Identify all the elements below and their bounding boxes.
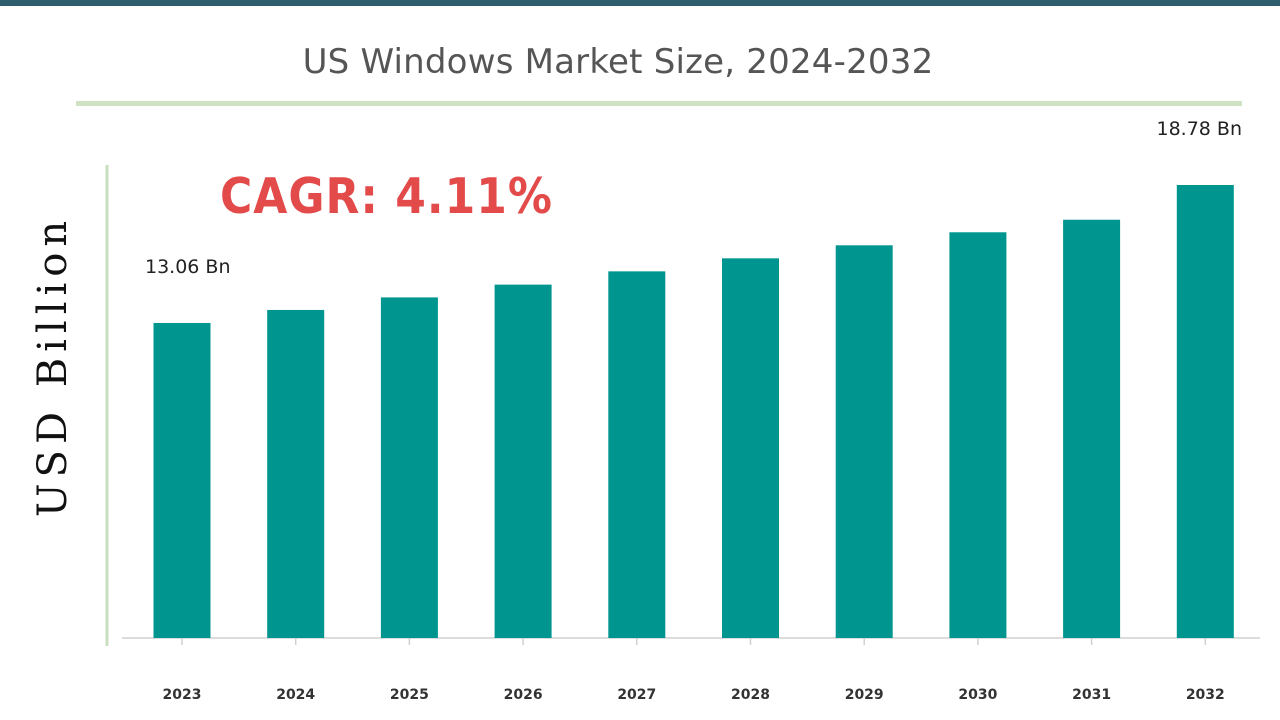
x-tick-label: 2032 [1186,687,1225,703]
bar-2029 [835,245,893,638]
x-tick-label: 2023 [163,687,202,703]
data-labels: 13.06 Bn 18.78 Bn [145,118,1242,278]
x-tick-label: 2028 [731,687,770,703]
bar-2027 [608,271,666,638]
chart-title: US Windows Market Size, 2024-2032 [302,42,934,82]
x-tick-label: 2031 [1072,687,1111,703]
x-tick-label: 2029 [845,687,884,703]
title-underline [76,101,1242,106]
bar-2032 [1176,185,1234,638]
bar-2023 [153,322,211,638]
bar-2030 [949,232,1007,638]
x-tick-label: 2025 [390,687,429,703]
x-tick-label: 2027 [617,687,656,703]
bar-series [153,185,1234,639]
x-tick-label: 2024 [276,687,315,703]
bar-2031 [1063,219,1121,639]
data-label: 13.06 Bn [145,256,231,278]
bar-2025 [380,297,438,638]
top-border [0,0,1280,6]
bar-2028 [722,258,779,638]
x-tick-label: 2030 [958,687,997,703]
bar-2024 [267,309,325,638]
x-tick-labels: 2023 2024 2025 2026 2027 2028 2029 2030 2031 2032 [163,687,1225,703]
cagr-annotation: CAGR: 4.11% [220,168,553,226]
x-tick-label: 2026 [504,687,543,703]
bar-2026 [494,284,552,638]
data-label: 18.78 Bn [1156,118,1242,140]
